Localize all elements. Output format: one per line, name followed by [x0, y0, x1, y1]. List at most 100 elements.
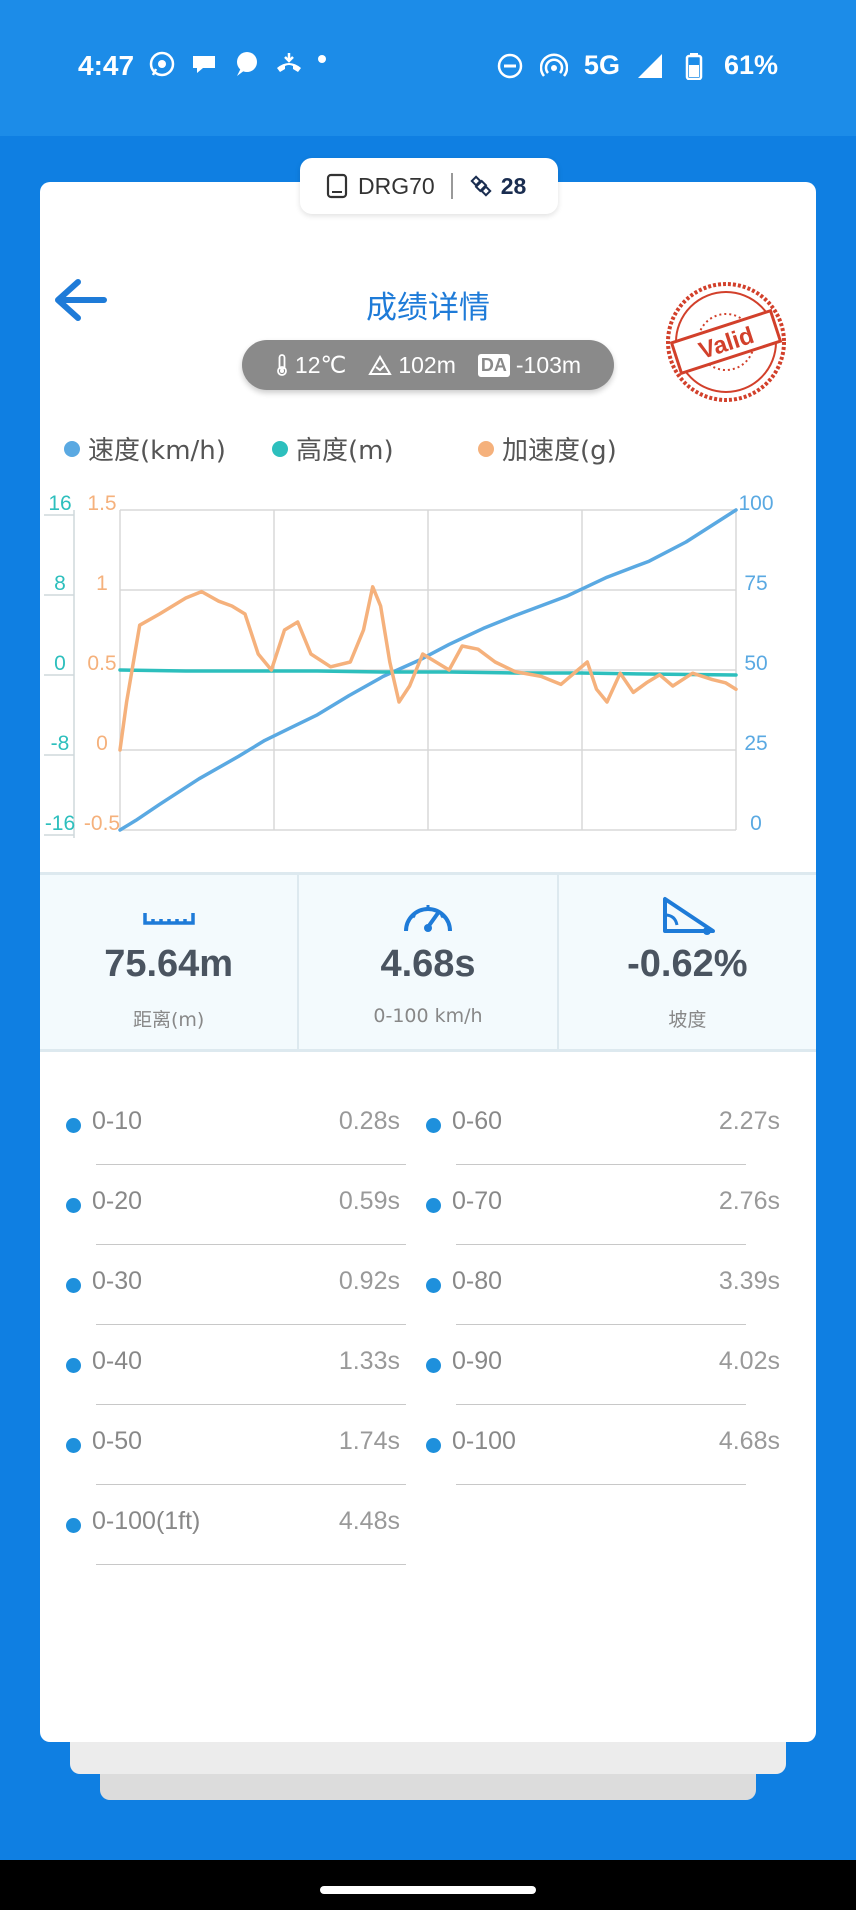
legend-altitude: 高度(m) — [272, 430, 394, 467]
mountain-icon — [368, 355, 393, 375]
split-item: 0-100 4.68s — [400, 1405, 780, 1485]
stats-row: 75.64m 距离(m) 4.68s 0-100 km/h -0.62% 坡度 — [40, 872, 816, 1052]
split-divider — [456, 1324, 746, 1325]
split-time: 0.92s — [338, 1267, 400, 1295]
temperature-item: 12℃ — [275, 352, 346, 379]
altitude-tick-label: 8 — [54, 572, 66, 595]
split-item: 0-50 1.74s — [40, 1405, 406, 1485]
network-type: 5G — [583, 50, 620, 80]
split-divider — [96, 1324, 406, 1325]
device-icon — [326, 173, 348, 199]
split-time: 2.27s — [718, 1107, 780, 1135]
acceleration-tick-label: 0 — [96, 732, 108, 755]
split-time: 0.28s — [338, 1107, 400, 1135]
device-chip[interactable]: DRG70 28 — [300, 158, 558, 214]
split-name: 0-100 — [452, 1427, 516, 1455]
stat-slope: -0.62% 坡度 — [556, 875, 816, 1049]
split-time: 1.74s — [338, 1427, 400, 1455]
page-title: 成绩详情 — [366, 290, 490, 326]
split-name: 0-30 — [92, 1267, 143, 1295]
split-item: 0-30 0.92s — [40, 1245, 406, 1325]
acceleration-tick-label: 1 — [96, 572, 108, 595]
altitude-item: 102m — [368, 352, 456, 379]
split-item: 0-90 4.02s — [400, 1325, 780, 1405]
split-item: 0-60 2.27s — [400, 1085, 780, 1165]
split-divider — [456, 1164, 746, 1165]
chat-bubble-icon — [232, 50, 260, 78]
split-item: 0-40 1.33s — [40, 1325, 406, 1405]
split-dot — [426, 1438, 441, 1453]
do-not-disturb-icon — [496, 52, 524, 80]
status-bar: 4:47 5G 61% — [0, 0, 856, 136]
density-altitude-value: -103m — [515, 351, 582, 378]
whatsapp-icon — [148, 50, 176, 78]
performance-chart: 16 8 0 -8 -16 1.5 1 0.5 0 -0.5 100 75 50 25 0 — [44, 492, 774, 838]
split-divider — [96, 1564, 406, 1565]
acceleration-tick-label: 1.5 — [87, 492, 116, 515]
split-dot — [66, 1518, 81, 1533]
stat-distance-value: 75.64m — [104, 943, 234, 985]
split-name: 0-100(1ft) — [92, 1507, 201, 1535]
split-divider — [96, 1404, 406, 1405]
split-dot — [66, 1358, 81, 1373]
split-time: 4.02s — [718, 1347, 780, 1375]
speed-series-line — [118, 508, 738, 832]
signal-icon — [636, 52, 664, 80]
split-item: 0-20 0.59s — [40, 1165, 406, 1245]
split-divider — [96, 1484, 406, 1485]
split-dot — [426, 1118, 441, 1133]
legend-speed-dot — [64, 440, 80, 457]
stat-time-label: 0-100 km/h — [373, 1005, 483, 1027]
split-name: 0-70 — [452, 1187, 503, 1215]
speed-tick-label: 75 — [744, 572, 767, 595]
legend-acceleration: 加速度(g) — [478, 430, 617, 467]
chat-icon — [190, 50, 218, 78]
split-divider — [456, 1404, 746, 1405]
legend-altitude-dot — [272, 440, 288, 457]
ruler-icon — [142, 913, 195, 925]
altitude-tick-label: -16 — [45, 812, 75, 835]
split-dot — [426, 1358, 441, 1373]
legend-acceleration-label: 加速度(g) — [502, 436, 617, 466]
stat-distance-label: 距离(m) — [132, 1009, 205, 1031]
speed-tick-label: 100 — [738, 492, 773, 515]
split-dot — [66, 1438, 81, 1453]
split-time: 4.68s — [718, 1427, 780, 1455]
satellite-icon — [469, 174, 493, 198]
split-name: 0-50 — [92, 1427, 143, 1455]
legend-speed-label: 速度(km/h) — [88, 436, 226, 466]
speed-tick-label: 0 — [750, 812, 762, 835]
acceleration-tick-label: -0.5 — [84, 812, 120, 835]
altitude-tick-label: 0 — [54, 652, 66, 675]
satellite-count: 28 — [500, 172, 527, 199]
temperature-value: 12℃ — [294, 351, 347, 378]
slope-icon — [663, 897, 716, 935]
split-name: 0-20 — [92, 1187, 143, 1215]
split-dot — [426, 1278, 441, 1293]
speed-tick-label: 25 — [744, 732, 767, 755]
home-handle[interactable] — [320, 1886, 536, 1894]
chart-legend: 速度(km/h) 高度(m) 加速度(g) — [64, 430, 784, 470]
split-name: 0-90 — [452, 1347, 503, 1375]
acceleration-series-line — [118, 585, 738, 752]
back-button[interactable] — [54, 276, 108, 324]
split-time: 3.39s — [718, 1267, 780, 1295]
back-arrow-icon — [55, 279, 107, 321]
split-name: 0-40 — [92, 1347, 143, 1375]
valid-stamp-icon: Valid — [666, 282, 786, 402]
speed-tick-label: 50 — [744, 652, 767, 675]
stat-slope-label: 坡度 — [668, 1009, 707, 1031]
stat-distance: 75.64m 距离(m) — [40, 875, 297, 1049]
split-divider — [96, 1244, 406, 1245]
altitude-value: 102m — [398, 351, 456, 378]
split-item: 0-10 0.28s — [40, 1085, 406, 1165]
navigation-bar — [0, 1860, 856, 1910]
altitude-tick-label: -8 — [51, 732, 70, 755]
da-badge: DA — [477, 353, 510, 377]
status-time: 4:47 — [78, 50, 135, 81]
stat-time-value: 4.68s — [380, 943, 476, 985]
split-name: 0-60 — [452, 1107, 503, 1135]
thermometer-icon — [277, 354, 287, 376]
device-name: DRG70 — [358, 172, 435, 199]
call-forward-icon — [274, 50, 302, 78]
